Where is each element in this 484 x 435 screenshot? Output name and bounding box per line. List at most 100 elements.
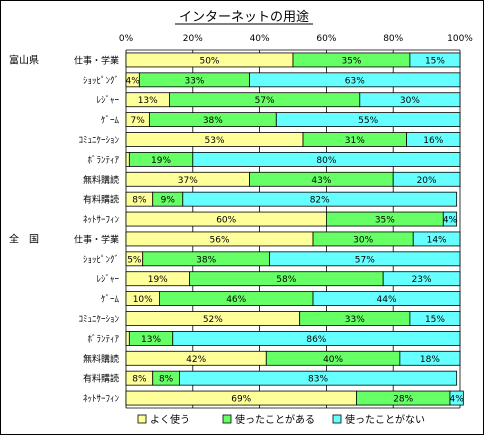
data-label: 7%	[131, 116, 146, 126]
bar-segment	[449, 390, 464, 406]
data-label: 30%	[400, 96, 420, 106]
data-label: 35%	[375, 216, 395, 226]
data-label: 52%	[203, 315, 223, 325]
bar-segment	[406, 132, 461, 147]
bars: 50% 35% 15% 4% 33% 63% 13% 57% 30% 7% 38% 55% 53% 31%…	[125, 52, 465, 406]
data-label: 9%	[161, 196, 176, 206]
data-label: 38%	[196, 255, 216, 265]
data-label: 46%	[226, 295, 246, 305]
bar-segment	[412, 231, 461, 247]
category-label: ｹﾞｰﾑ	[101, 294, 120, 305]
category-label: 有料購読	[83, 194, 119, 206]
legend: よく使う 使ったことがある 使ったことがない	[137, 413, 425, 426]
bar-segment	[399, 350, 461, 366]
bar-segment	[125, 151, 130, 167]
data-label: 33%	[184, 76, 204, 86]
legend-label: 使ったことがある	[235, 413, 315, 426]
data-label: 19%	[148, 275, 168, 285]
category-label: ﾈｯﾄｻｰﾌｨﾝ	[83, 215, 120, 226]
category-label: ｼｮｯﾋﾟﾝｸﾞ	[83, 254, 119, 265]
data-label: 82%	[310, 196, 330, 206]
bar-segment	[409, 311, 461, 326]
data-label: 31%	[345, 136, 365, 146]
data-label: 4%	[443, 216, 458, 226]
bar-segment	[192, 151, 461, 167]
x-axis-ticks: 0% 20% 40% 60% 80% 100%	[119, 34, 473, 44]
data-label: 19%	[151, 156, 171, 166]
legend-label: よく使う	[150, 413, 190, 426]
data-label: 18%	[420, 355, 440, 365]
legend-label: 使ったことがない	[345, 413, 425, 426]
category-label: ﾎﾞﾗﾝﾃｨｱ	[87, 334, 119, 345]
category-label: ｹﾞｰﾑ	[101, 115, 120, 126]
legend-swatch	[332, 414, 342, 424]
data-label: 13%	[141, 335, 161, 345]
data-label: 16%	[423, 136, 443, 146]
data-label: 57%	[355, 255, 375, 265]
data-label: 8%	[132, 196, 147, 206]
chart-title: インターネットの用途	[179, 9, 309, 25]
data-label: 58%	[276, 275, 296, 285]
x-tick-label: 20%	[183, 34, 203, 44]
data-label: 15%	[425, 56, 445, 66]
category-label: 仕事・学業	[74, 54, 119, 66]
group-label: 富山県	[9, 53, 39, 66]
data-label: 43%	[311, 176, 331, 186]
data-label: 55%	[358, 116, 378, 126]
data-label: 42%	[186, 355, 206, 365]
x-tick-label: 80%	[383, 34, 403, 44]
data-label: 37%	[178, 176, 198, 186]
category-label: ﾚｼﾞｬｰ	[96, 95, 119, 106]
bar-segment	[275, 112, 461, 128]
data-label: 13%	[138, 96, 158, 106]
x-tick-label: 100%	[447, 34, 473, 44]
data-label: 30%	[353, 235, 373, 245]
data-label: 14%	[427, 235, 447, 245]
x-tick-label: 60%	[316, 34, 336, 44]
x-tick-label: 0%	[119, 34, 134, 44]
data-label: 20%	[417, 176, 437, 186]
bar-segment	[179, 370, 458, 386]
bar-segment	[392, 171, 461, 187]
data-label: 86%	[306, 335, 326, 345]
bar-segment	[382, 271, 461, 287]
category-label: ﾚｼﾞｬｰ	[96, 274, 119, 285]
data-label: 8%	[159, 375, 174, 385]
category-label: 無料購読	[83, 174, 119, 186]
data-label: 83%	[308, 375, 328, 385]
bar-segment	[312, 291, 461, 307]
legend-swatch	[222, 414, 232, 424]
data-label: 28%	[393, 395, 413, 405]
data-label: 38%	[203, 116, 223, 126]
category-labels: 仕事・学業 ｼｮｯﾋﾟﾝｸﾞ ﾚｼﾞｬｰ ｹﾞｰﾑ ｺﾐｭﾆｹｰｼｮﾝ ﾎﾞﾗﾝﾃｨｱ 無料…	[9, 53, 119, 404]
data-label: 33%	[345, 315, 365, 325]
category-label: 有料購読	[83, 373, 119, 385]
bar-segment	[249, 72, 461, 88]
data-label: 44%	[377, 295, 397, 305]
data-label: 8%	[132, 375, 147, 385]
category-label: 仕事・学業	[74, 233, 119, 245]
data-label: 35%	[341, 56, 361, 66]
bar-segment	[172, 330, 461, 346]
category-label: 無料購読	[83, 353, 119, 365]
category-label: ｺﾐｭﾆｹｰｼｮﾝ	[78, 314, 119, 325]
data-label: 57%	[255, 96, 275, 106]
category-label: ｼｮｯﾋﾟﾝｸﾞ	[83, 75, 119, 86]
data-label: 69%	[231, 395, 251, 405]
bar-segment	[409, 52, 461, 68]
data-label: 53%	[205, 136, 225, 146]
bar-segment	[182, 191, 458, 207]
bar-segment	[125, 330, 130, 346]
category-label: ﾈｯﾄｻｰﾌｨﾝ	[83, 394, 120, 405]
data-label: 80%	[316, 156, 336, 166]
category-label: ﾎﾞﾗﾝﾃｨｱ	[87, 155, 119, 166]
legend-swatch	[137, 414, 147, 424]
data-label: 15%	[425, 315, 445, 325]
data-label: 60%	[216, 216, 236, 226]
data-label: 63%	[345, 76, 365, 86]
data-label: 10%	[133, 295, 153, 305]
data-label: 56%	[210, 235, 230, 245]
data-label: 4%	[450, 395, 465, 405]
